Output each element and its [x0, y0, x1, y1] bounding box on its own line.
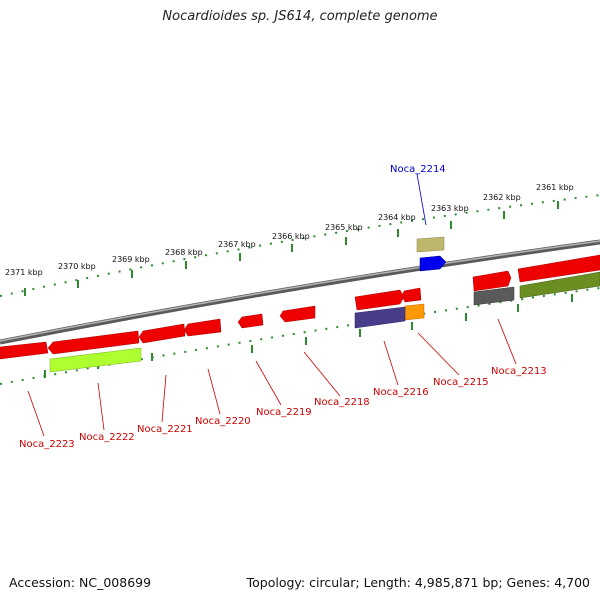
tick-label: 2369 kbp: [112, 255, 150, 264]
gene-arrow: [416, 236, 445, 253]
gene-arrow: [519, 271, 600, 299]
accession-text: Accession: NC_008699: [9, 575, 152, 590]
tick-label: 2371 kbp: [5, 268, 43, 277]
leader-line-noca-2220: [207, 368, 221, 415]
gene-arrow-noca-2213: [517, 254, 600, 283]
tick-labels: 2361 kbp 2362 kbp 2363 kbp 2364 kbp 2365…: [5, 183, 574, 277]
gene-labels: Noca_2214 Noca_2213 Noca_2215 Noca_2216 …: [19, 164, 547, 450]
gene-arrow-noca-2219: [237, 313, 264, 329]
gene-label-noca-2222: Noca_2222: [79, 432, 135, 443]
map-title: Nocardioides sp. JS614, complete genome: [162, 9, 438, 24]
gene-arrow-noca-2218: [279, 305, 316, 323]
tick-label: 2366 kbp: [272, 232, 310, 241]
gene-arrow-noca-2215: [401, 287, 422, 303]
tick-label: 2368 kbp: [165, 248, 203, 257]
leader-line-noca-2221: [161, 374, 167, 423]
label-leaders: [27, 173, 517, 437]
genome-backbone: [0, 239, 600, 345]
gene-label-noca-2223: Noca_2223: [19, 439, 75, 450]
gene-arrow-noca-2221: [138, 323, 186, 344]
outer-tick-ring: [0, 194, 600, 297]
gene-arrow: [354, 306, 406, 329]
tick-label: 2367 kbp: [218, 240, 256, 249]
gene-label-noca-2218: Noca_2218: [314, 397, 370, 408]
gene-arrow: [49, 347, 142, 373]
gene-label-noca-2220: Noca_2220: [195, 416, 251, 427]
gene-arrow-noca-2220: [183, 318, 222, 337]
tick-label: 2364 kbp: [378, 213, 416, 222]
gene-features: [0, 236, 600, 373]
leader-line-noca-2215: [417, 332, 460, 376]
tick-label: 2370 kbp: [58, 262, 96, 271]
leader-line-noca-2216: [383, 340, 399, 386]
tick-label: 2365 kbp: [325, 223, 363, 232]
gene-label-noca-2219: Noca_2219: [256, 407, 312, 418]
gene-label-noca-2221: Noca_2221: [137, 424, 193, 435]
gene-label-noca-2214: Noca_2214: [390, 164, 446, 175]
gene-arrow-noca-2222: [47, 330, 140, 355]
leader-line-noca-2219: [255, 360, 282, 406]
gene-arrow-noca-2223: [0, 341, 49, 360]
gene-arrow: [472, 270, 512, 292]
gene-arrow: [473, 286, 515, 306]
tick-label: 2362 kbp: [483, 193, 521, 202]
gene-label-noca-2216: Noca_2216: [373, 387, 429, 398]
gene-label-noca-2215: Noca_2215: [433, 377, 489, 388]
leader-line-noca-2222: [97, 382, 105, 431]
tick-label: 2363 kbp: [431, 204, 469, 213]
gene-arrow-noca-2214: [419, 255, 447, 272]
leader-line-noca-2213: [497, 318, 517, 365]
gene-arrow-noca-2216: [354, 289, 405, 311]
leader-line-noca-2223: [27, 390, 45, 437]
inner-tick-ring: [0, 287, 600, 385]
leader-line-noca-2214: [416, 173, 427, 226]
gene-arrow: [404, 303, 425, 321]
gene-label-noca-2213: Noca_2213: [491, 366, 547, 377]
tick-label: 2361 kbp: [536, 183, 574, 192]
leader-line-noca-2218: [303, 351, 341, 397]
topology-text: Topology: circular; Length: 4,985,871 bp…: [246, 575, 590, 590]
